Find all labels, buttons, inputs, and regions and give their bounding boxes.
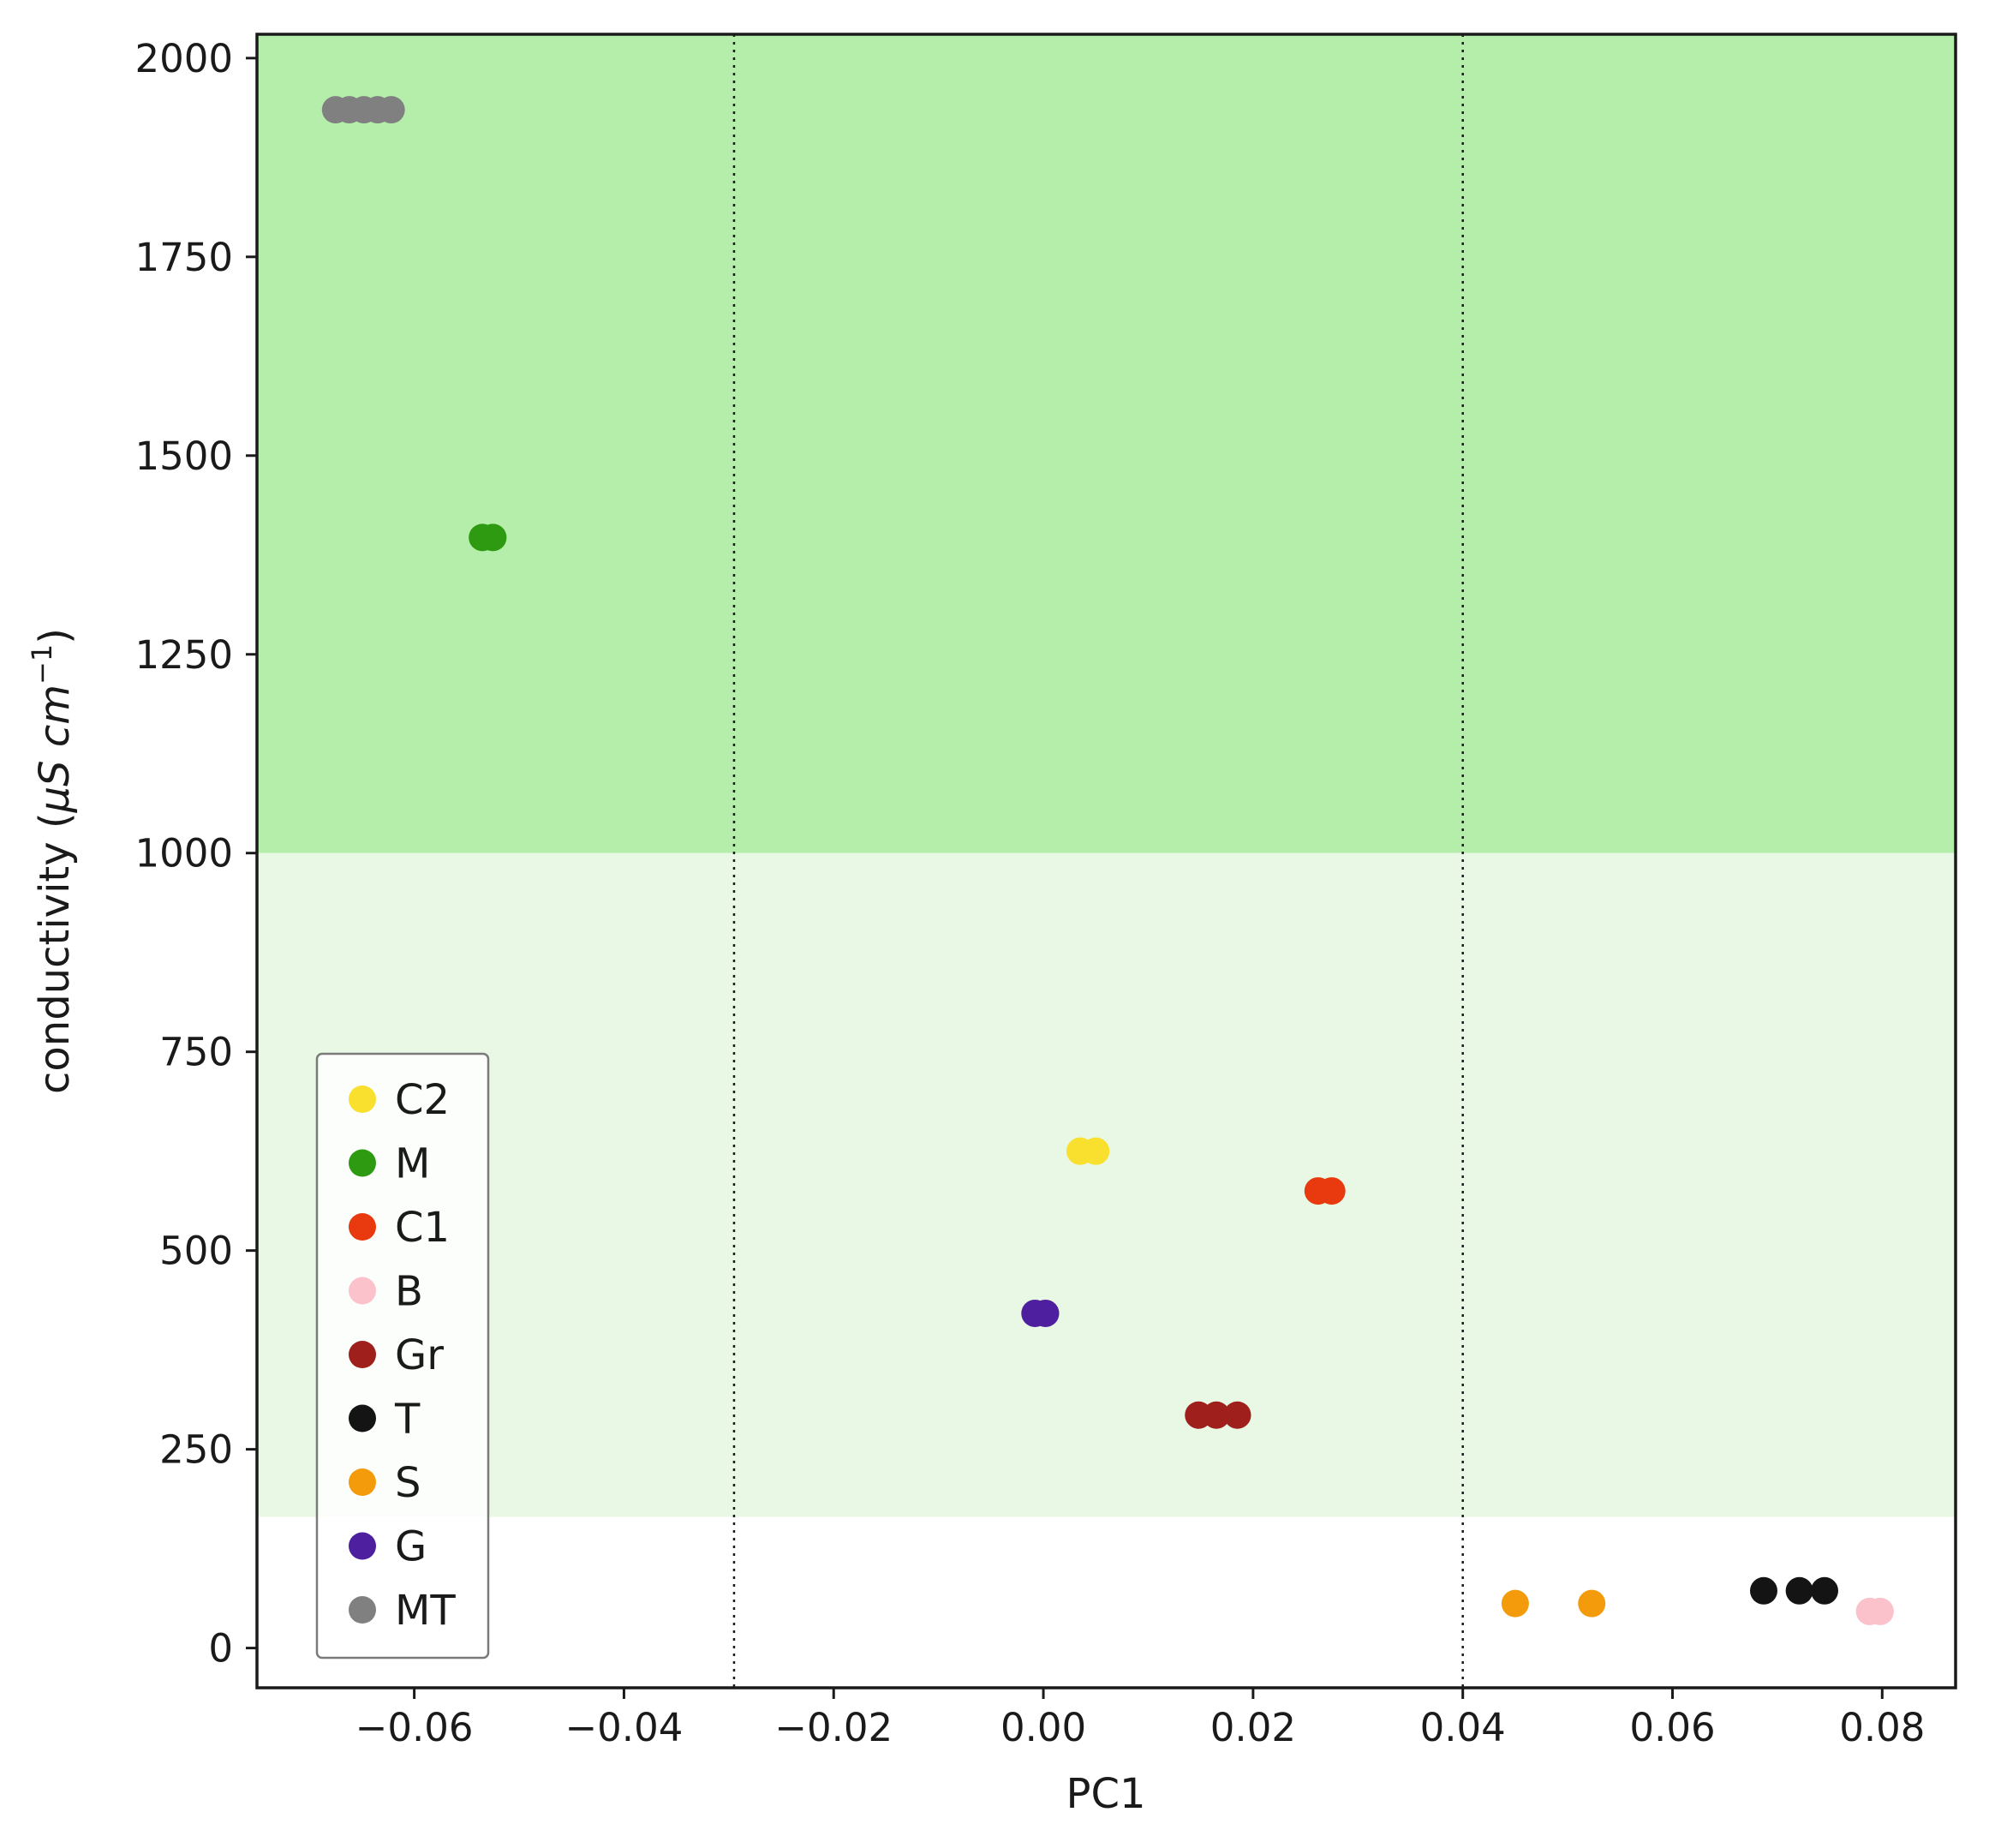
x-axis-title: PC1 — [1066, 1770, 1146, 1818]
y-tick-label-7: 1750 — [134, 235, 233, 280]
plot-frame — [255, 33, 1957, 1690]
point-S-0 — [1501, 1589, 1529, 1618]
x-tick-label-7: 0.08 — [1839, 1705, 1925, 1750]
point-Gr-2 — [1223, 1401, 1251, 1429]
x-tick-label-0: −0.06 — [355, 1705, 474, 1750]
y-tick-label-2: 500 — [159, 1229, 233, 1274]
legend-label-C2: C2 — [395, 1076, 450, 1124]
legend-marker-C1 — [349, 1213, 376, 1241]
x-tick-label-4: 0.02 — [1210, 1705, 1296, 1750]
y-axis-title-unit-exp: −1 — [26, 644, 58, 685]
legend-box — [315, 1052, 490, 1660]
legend-marker-S — [349, 1468, 376, 1496]
y-axis: 0 250 500 750 1000 1250 1500 1750 2000 — [134, 36, 257, 1672]
x-axis: −0.06 −0.04 −0.02 0.00 0.02 0.04 0.06 0.08 — [355, 1688, 1925, 1750]
point-Gr-1 — [1203, 1401, 1231, 1429]
band-1 — [257, 852, 1956, 1517]
point-G-1 — [1031, 1299, 1060, 1327]
y-tick-label-3: 750 — [159, 1030, 233, 1075]
point-T-0 — [1749, 1576, 1777, 1605]
legend-marker-G — [349, 1532, 376, 1560]
legend-label-MT: MT — [395, 1587, 456, 1635]
point-B-1 — [1866, 1597, 1894, 1625]
band-0 — [257, 34, 1956, 853]
y-axis-title-prefix: conductivity ( — [31, 812, 79, 1094]
x-tick-label-3: 0.00 — [1000, 1705, 1086, 1750]
legend-marker-C2 — [349, 1085, 376, 1113]
data-points — [321, 96, 1894, 1625]
background-bands — [257, 34, 1956, 1517]
y-tick-label-8: 2000 — [134, 36, 233, 81]
y-axis-title-suffix: ) — [31, 628, 79, 644]
y-axis-title-unit-cm: cm — [31, 685, 79, 747]
y-tick-label-5: 1250 — [134, 632, 233, 678]
y-axis-title: conductivity (μS cm−1) — [26, 628, 79, 1094]
point-MT-4 — [377, 96, 405, 124]
point-S-1 — [1578, 1589, 1606, 1618]
x-tick-label-2: −0.02 — [774, 1705, 893, 1750]
legend-marker-B — [349, 1277, 376, 1305]
legend-marker-Gr — [349, 1341, 376, 1368]
y-tick-label-0: 0 — [208, 1626, 233, 1672]
y-tick-label-4: 1000 — [134, 831, 233, 876]
legend-label-B: B — [395, 1268, 423, 1316]
y-axis-title-unit-mu: μS — [31, 760, 79, 813]
legend-label-G: G — [395, 1523, 427, 1571]
x-tick-label-5: 0.04 — [1420, 1705, 1506, 1750]
legend: C2 M C1 B Gr TSG MT — [315, 1052, 490, 1660]
legend-label-M: M — [395, 1140, 430, 1188]
legend-marker-M — [349, 1149, 376, 1177]
threshold-lines — [732, 34, 1464, 1688]
legend-marker-T — [349, 1404, 376, 1432]
x-tick-label-6: 0.06 — [1629, 1705, 1715, 1750]
point-M-1 — [479, 523, 507, 552]
y-tick-label-6: 1500 — [134, 434, 233, 479]
y-tick-label-1: 250 — [159, 1427, 233, 1473]
point-C2-1 — [1082, 1137, 1110, 1165]
legend-label-C1: C1 — [395, 1204, 450, 1252]
legend-label-Gr: Gr — [395, 1331, 444, 1379]
x-tick-label-1: −0.04 — [564, 1705, 683, 1750]
legend-label-S: S — [395, 1459, 421, 1507]
legend-label-T: T — [394, 1396, 421, 1444]
point-T-1 — [1785, 1576, 1813, 1605]
point-T-2 — [1810, 1576, 1838, 1605]
legend-marker-MT — [349, 1596, 376, 1624]
point-C1-1 — [1317, 1177, 1346, 1205]
